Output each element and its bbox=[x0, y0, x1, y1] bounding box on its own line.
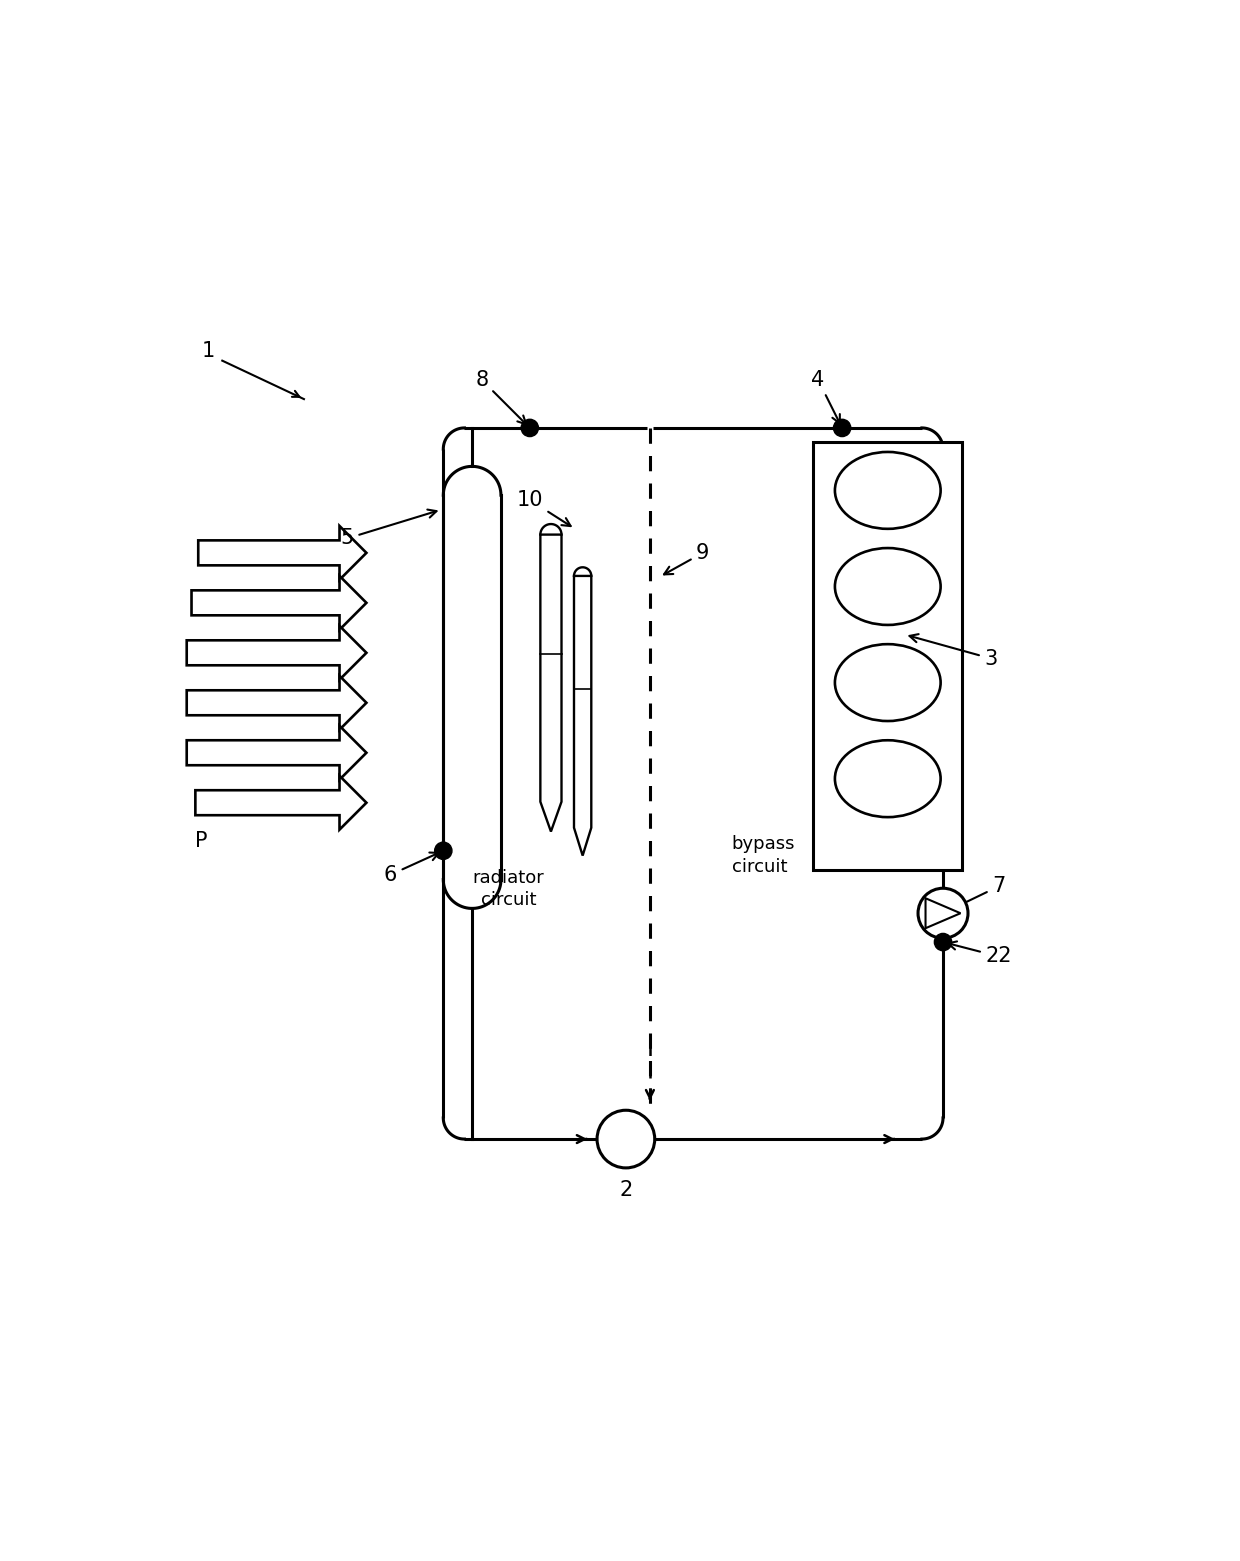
Circle shape bbox=[935, 933, 951, 951]
Text: P: P bbox=[195, 830, 207, 851]
Text: 1: 1 bbox=[201, 340, 215, 361]
Ellipse shape bbox=[835, 453, 941, 529]
Circle shape bbox=[521, 420, 538, 437]
Polygon shape bbox=[187, 726, 367, 779]
Text: 9: 9 bbox=[663, 543, 709, 574]
Circle shape bbox=[435, 841, 451, 860]
Ellipse shape bbox=[835, 645, 941, 721]
Text: 8: 8 bbox=[475, 370, 526, 425]
Text: bypass
circuit: bypass circuit bbox=[732, 835, 795, 876]
Circle shape bbox=[596, 1110, 655, 1168]
Circle shape bbox=[918, 888, 968, 938]
Polygon shape bbox=[191, 576, 367, 629]
Text: 2: 2 bbox=[619, 1180, 632, 1200]
Text: 4: 4 bbox=[811, 370, 839, 423]
Ellipse shape bbox=[835, 548, 941, 624]
Bar bbox=[813, 442, 962, 869]
Text: 22: 22 bbox=[947, 941, 1012, 966]
Text: 10: 10 bbox=[517, 490, 570, 526]
Circle shape bbox=[833, 420, 851, 437]
Polygon shape bbox=[196, 776, 367, 829]
Polygon shape bbox=[198, 526, 367, 579]
Text: radiator
circuit: radiator circuit bbox=[472, 869, 544, 910]
Text: 6: 6 bbox=[383, 852, 439, 885]
Polygon shape bbox=[187, 676, 367, 729]
Text: 7: 7 bbox=[947, 876, 1006, 912]
Ellipse shape bbox=[835, 740, 941, 816]
Text: 5: 5 bbox=[341, 509, 436, 548]
Polygon shape bbox=[187, 626, 367, 679]
Text: 3: 3 bbox=[909, 634, 998, 668]
